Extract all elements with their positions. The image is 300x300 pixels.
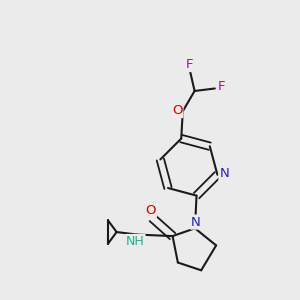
Text: F: F xyxy=(218,80,225,93)
Text: O: O xyxy=(172,104,182,117)
Text: NH: NH xyxy=(126,235,145,248)
Text: F: F xyxy=(186,58,194,71)
Text: O: O xyxy=(146,204,156,217)
Text: N: N xyxy=(219,167,229,180)
Text: N: N xyxy=(191,216,200,229)
